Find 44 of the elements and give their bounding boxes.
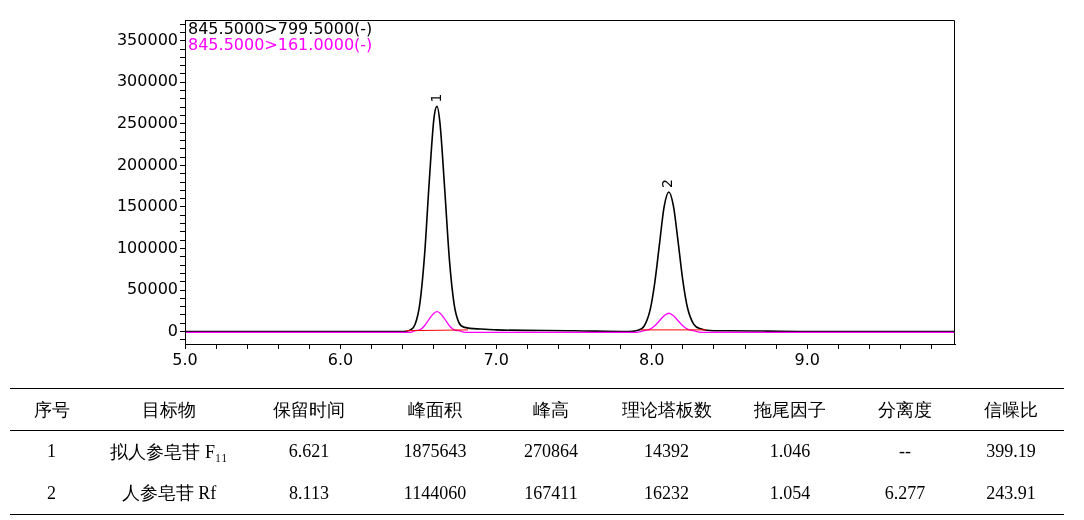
- y-tick-label: 0: [167, 320, 178, 340]
- category-label: 保留时间: [272, 398, 346, 422]
- category-label: 理论塔板数: [620, 398, 713, 422]
- category-label: 序号: [32, 398, 71, 422]
- category-label: 信噪比: [983, 398, 1039, 422]
- text: 2: [47, 482, 56, 503]
- x-tick-label: 6.0: [327, 349, 354, 369]
- text: 399.19: [986, 441, 1036, 462]
- x-tick-label: 9.0: [794, 349, 820, 369]
- x-tick-label: 8.0: [638, 349, 665, 369]
- annotation: 1: [427, 93, 444, 103]
- x-tick-label: 5.0: [172, 349, 198, 369]
- x-tick-label: 7.0: [483, 349, 509, 369]
- y-tick-label: 50000: [127, 279, 178, 299]
- text: 1.054: [769, 482, 811, 503]
- text: 270864: [524, 441, 578, 462]
- category-label: 拖尾因子: [753, 398, 827, 422]
- category-label: 峰高: [532, 398, 570, 422]
- text: 845.5000>799.5000(-): [188, 19, 373, 38]
- text: 6.621: [288, 441, 330, 462]
- text: 1875643: [403, 441, 467, 462]
- text: 拟人参皂苷 F₁₁: [110, 441, 228, 462]
- y-tick-label: 100000: [116, 237, 178, 257]
- line-series: [185, 310, 955, 334]
- y-tick-label: 250000: [116, 113, 178, 132]
- text: 6.277: [884, 482, 926, 503]
- text: 1.046: [769, 441, 811, 462]
- y-tick-label: 150000: [116, 196, 178, 216]
- text: 人参皂苷 Rf: [121, 483, 217, 504]
- text: 243.91: [986, 482, 1036, 503]
- text: 14392: [644, 441, 689, 462]
- y-tick-label: 350000: [116, 29, 178, 49]
- y-tick-label: 300000: [116, 71, 178, 91]
- text: --: [899, 441, 911, 462]
- text: 16232: [644, 482, 689, 503]
- text: 1: [47, 441, 56, 462]
- text: 8.113: [289, 482, 329, 503]
- category-label: 峰面积: [407, 398, 463, 422]
- text: 167411: [524, 482, 578, 503]
- y-tick-label: 200000: [116, 154, 178, 174]
- category-label: 目标物: [141, 398, 197, 422]
- annotation: 2: [659, 179, 676, 188]
- category-label: 分离度: [877, 398, 933, 422]
- text: 1144060: [403, 482, 467, 503]
